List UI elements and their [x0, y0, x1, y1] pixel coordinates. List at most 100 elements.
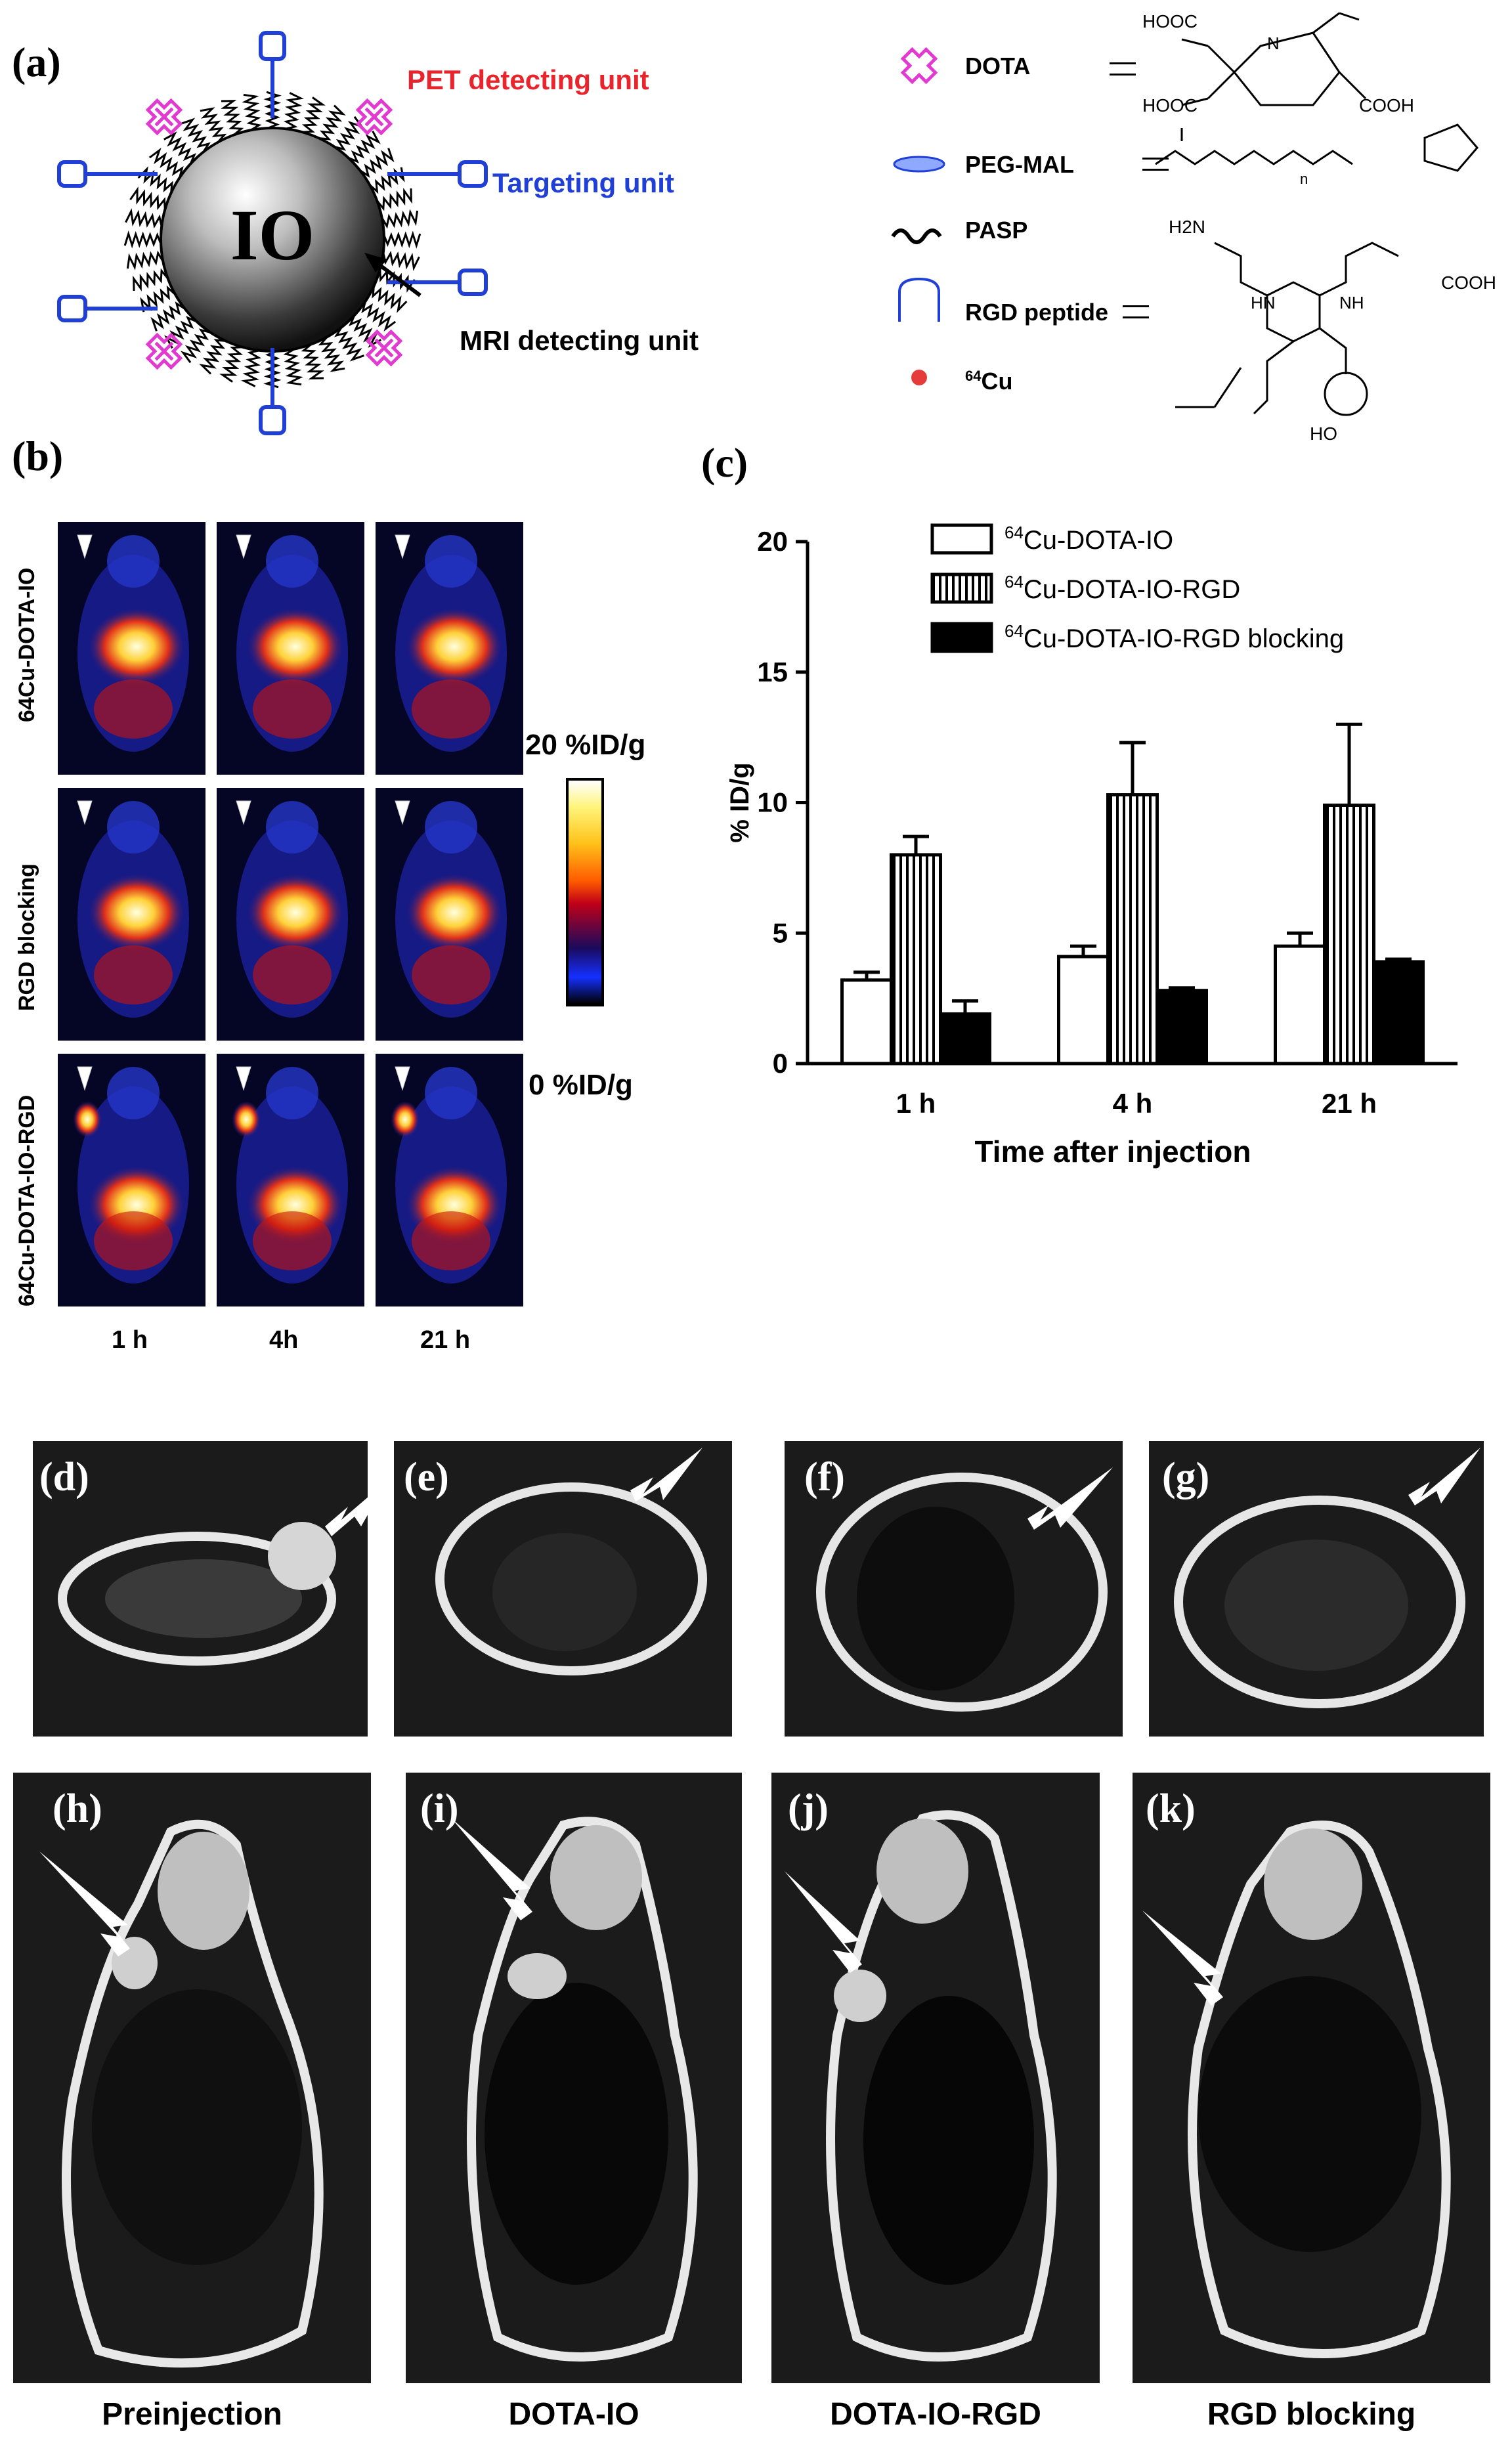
panel-label-h: (h) — [53, 1786, 102, 1831]
rgd-peptide-icon — [387, 160, 488, 188]
nanoparticle-schematic: IO — [57, 31, 488, 435]
x-tick-label: 1 h — [896, 1088, 936, 1119]
legend-swatch — [930, 572, 993, 604]
legend-rgd: RGD peptide — [965, 299, 1109, 326]
chem-hn: HN — [1251, 293, 1276, 313]
pet-image-dota-io-rgd-3 — [376, 1054, 523, 1306]
mri-axial-dota-io — [394, 1441, 732, 1737]
mri-axial-dota-io-rgd — [785, 1441, 1123, 1737]
x-tick-label: 4 h — [1113, 1088, 1153, 1119]
scale-max-label: 20 %ID/g — [525, 729, 646, 761]
dota-cross-icon — [355, 98, 393, 136]
rgd-peptide-icon — [57, 295, 158, 322]
pet-image-dota-io-rgd-2 — [217, 1054, 364, 1306]
chem-n: N — [1267, 33, 1280, 53]
pet-unit-label: PET detecting unit — [407, 64, 649, 95]
panel-label-k: (k) — [1146, 1786, 1196, 1831]
bar — [939, 1012, 991, 1066]
bar — [1156, 989, 1208, 1066]
mri-axial-preinjection — [33, 1441, 368, 1737]
x-tick-label: 21 h — [1322, 1088, 1377, 1119]
core-label: IO — [230, 195, 314, 275]
bar — [1057, 955, 1110, 1066]
rgd-peptide-icon — [259, 348, 286, 435]
pet-image-dota-io-rgd-1 — [58, 1054, 205, 1306]
pet-row-label-1: 64Cu-DOTA-IO — [14, 567, 39, 722]
chem-ho: HO — [1310, 423, 1337, 444]
chem-cooh-2: COOH — [1441, 272, 1496, 293]
rgd-peptide-icon — [387, 269, 488, 296]
panel-label-f: (f) — [804, 1455, 845, 1500]
mri-coronal-dota-io — [406, 1773, 742, 2383]
legend-a-icons — [891, 47, 945, 385]
pet-row-label-3: 64Cu-DOTA-IO-RGD — [14, 1094, 39, 1306]
y-tick-label: 20 — [757, 526, 788, 557]
chem-hooc-1: HOOC — [1142, 11, 1198, 32]
legend-swatch — [930, 622, 993, 653]
legend-label: 64Cu-DOTA-IO — [1004, 523, 1173, 555]
dota-ring — [1232, 32, 1341, 106]
panel-label-g: (g) — [1162, 1455, 1210, 1500]
panel-label-a: (a) — [12, 39, 61, 85]
bar — [890, 853, 942, 1066]
dota-cross-icon — [365, 329, 403, 367]
rgd-peptide-icon — [57, 160, 158, 188]
pet-image-rgd-blocking-3 — [376, 788, 523, 1041]
bar — [840, 978, 893, 1066]
bar — [1323, 803, 1375, 1066]
chemical-structures: HOOC HOOC COOH COOH N H2N HN NH HO n — [1142, 11, 1496, 444]
panel-label-i: (i) — [420, 1786, 459, 1831]
chem-cooh-1: COOH — [1359, 95, 1414, 116]
rgd-peptide-icon — [259, 31, 286, 118]
pasp-legend-icon — [891, 228, 942, 244]
pet-image-dota-io-3 — [376, 522, 523, 775]
rgd-legend-icon — [898, 277, 940, 322]
y-tick-label: 0 — [773, 1048, 788, 1079]
mri-axial-rgd-blocking — [1149, 1441, 1484, 1737]
legend-dota: DOTA — [965, 53, 1031, 79]
mri-coronal-rgd-blocking — [1133, 1773, 1490, 2383]
legend-swatch — [930, 523, 993, 555]
cu-legend-icon — [911, 370, 927, 385]
bar — [1106, 793, 1159, 1066]
legend-label: 64Cu-DOTA-IO-RGD blocking — [1004, 621, 1344, 653]
pet-row-label-2: RGD blocking — [14, 863, 39, 1011]
bar — [1372, 960, 1425, 1066]
mri-coronal-dota-io-rgd — [771, 1773, 1100, 2383]
y-tick-label: 5 — [773, 917, 788, 948]
y-tick-label: 10 — [757, 787, 788, 818]
legend-label: 64Cu-DOTA-IO-RGD — [1004, 572, 1240, 604]
y-axis-label: % ID/g — [725, 762, 754, 842]
dota-cross-icon — [145, 98, 183, 136]
pet-image-dota-io-1 — [58, 522, 205, 775]
mri-caption-rgd-blocking: RGD blocking — [1207, 2397, 1416, 2432]
colour-scale-bar — [566, 778, 604, 1006]
bar-chart: 0 5 10 15 20 % ID/g Time after injection 1 h 4 h… — [725, 523, 1458, 1169]
chem-n-subscript: n — [1300, 171, 1308, 187]
peg-mal-legend-icon — [893, 156, 945, 173]
mri-coronal-preinjection — [13, 1773, 371, 2383]
targeting-unit-label: Targeting unit — [492, 167, 674, 198]
pet-image-rgd-blocking-1 — [58, 788, 205, 1041]
equiv-mark — [1123, 305, 1149, 318]
panel-label-j: (j) — [788, 1786, 829, 1831]
equiv-mark — [1110, 62, 1136, 76]
bar — [1274, 944, 1326, 1066]
panel-label-b: (b) — [12, 433, 64, 479]
mri-caption-dota-io: DOTA-IO — [508, 2397, 639, 2432]
pet-image-rgd-blocking-2 — [217, 788, 364, 1041]
chem-nh: NH — [1339, 293, 1364, 313]
dota-cross-icon — [145, 332, 183, 370]
dota-markers — [145, 98, 403, 370]
equiv-mark — [1142, 158, 1169, 171]
chem-hooc-2: HOOC — [1142, 95, 1198, 116]
rgd-targeting-markers — [57, 31, 488, 435]
x-axis-label: Time after injection — [975, 1134, 1251, 1169]
y-tick-label: 15 — [757, 657, 788, 687]
pet-col-label-3: 21 h — [420, 1326, 471, 1354]
panel-label-c: (c) — [701, 439, 748, 486]
legend-pasp: PASP — [965, 217, 1028, 244]
legend-cu: 64Cu — [965, 368, 1013, 395]
scale-min-label: 0 %ID/g — [529, 1069, 633, 1101]
mri-caption-preinjection: Preinjection — [102, 2397, 282, 2432]
